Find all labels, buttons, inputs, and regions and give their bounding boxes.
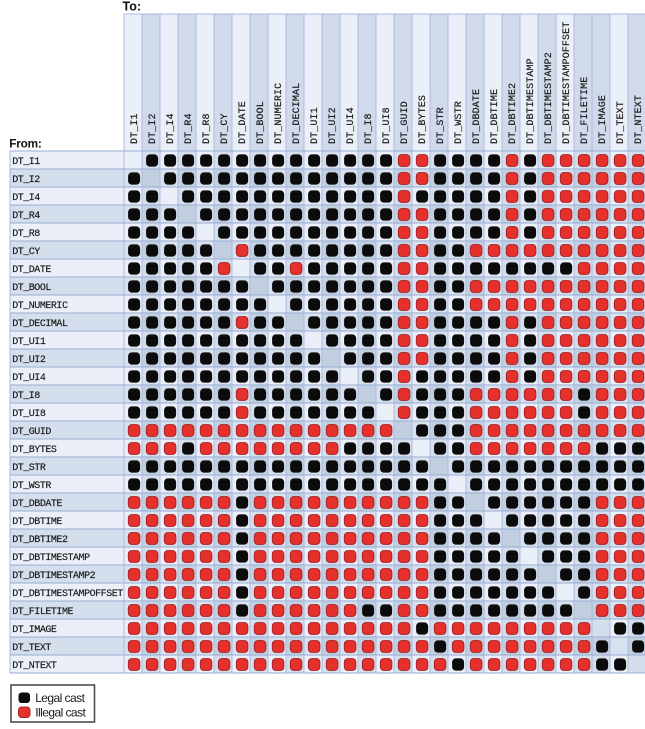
- svg-text:DT_DECIMAL: DT_DECIMAL: [292, 83, 303, 144]
- svg-text:DT_BOOL: DT_BOOL: [12, 283, 51, 294]
- svg-text:Illegal cast: Illegal cast: [35, 706, 86, 720]
- svg-text:To:: To:: [123, 0, 142, 14]
- svg-text:DT_DBTIMESTAMP2: DT_DBTIMESTAMP2: [12, 571, 95, 582]
- svg-text:DT_NTEXT: DT_NTEXT: [634, 95, 645, 144]
- svg-text:DT_DATE: DT_DATE: [12, 265, 51, 276]
- svg-text:DT_UI2: DT_UI2: [12, 355, 46, 366]
- svg-text:DT_IMAGE: DT_IMAGE: [598, 95, 609, 144]
- svg-text:DT_IMAGE: DT_IMAGE: [12, 625, 57, 636]
- svg-text:DT_DECIMAL: DT_DECIMAL: [12, 319, 68, 330]
- svg-text:DT_DBDATE: DT_DBDATE: [12, 499, 62, 510]
- svg-text:DT_UI4: DT_UI4: [346, 107, 357, 144]
- svg-text:DT_CY: DT_CY: [12, 247, 40, 258]
- svg-text:From:: From:: [9, 137, 41, 151]
- svg-text:DT_DBTIME2: DT_DBTIME2: [12, 535, 68, 546]
- svg-text:DT_UI8: DT_UI8: [12, 409, 46, 420]
- svg-text:DT_FILETIME: DT_FILETIME: [12, 607, 73, 618]
- svg-text:DT_GUID: DT_GUID: [400, 101, 411, 144]
- svg-text:DT_DBTIMESTAMP: DT_DBTIMESTAMP: [12, 553, 90, 564]
- svg-text:DT_NUMERIC: DT_NUMERIC: [12, 301, 68, 312]
- svg-text:DT_GUID: DT_GUID: [12, 427, 51, 438]
- svg-text:DT_I1: DT_I1: [12, 157, 40, 168]
- svg-text:DT_I2: DT_I2: [12, 175, 40, 186]
- svg-text:DT_NUMERIC: DT_NUMERIC: [274, 83, 285, 144]
- svg-text:DT_STR: DT_STR: [436, 107, 447, 144]
- svg-text:DT_STR: DT_STR: [12, 463, 46, 474]
- svg-text:Legal cast: Legal cast: [35, 691, 85, 705]
- svg-text:DT_R4: DT_R4: [12, 211, 40, 222]
- svg-text:DT_UI8: DT_UI8: [382, 107, 393, 144]
- svg-text:DT_DBTIMESTAMP2: DT_DBTIMESTAMP2: [544, 52, 555, 144]
- svg-text:DT_DBDATE: DT_DBDATE: [472, 89, 483, 144]
- svg-text:DT_CY: DT_CY: [220, 113, 231, 144]
- svg-text:DT_DBTIME: DT_DBTIME: [490, 89, 501, 144]
- svg-text:DT_DATE: DT_DATE: [238, 101, 249, 144]
- svg-text:DT_TEXT: DT_TEXT: [616, 101, 627, 144]
- svg-text:DT_UI1: DT_UI1: [12, 337, 46, 348]
- svg-text:DT_I8: DT_I8: [12, 391, 40, 402]
- svg-text:DT_NTEXT: DT_NTEXT: [12, 661, 57, 672]
- svg-text:DT_UI4: DT_UI4: [12, 373, 46, 384]
- svg-text:DT_DBTIMESTAMPOFFSET: DT_DBTIMESTAMPOFFSET: [562, 22, 573, 144]
- svg-text:DT_UI2: DT_UI2: [328, 107, 339, 144]
- svg-text:DT_WSTR: DT_WSTR: [454, 101, 465, 144]
- svg-text:DT_R8: DT_R8: [12, 229, 40, 240]
- svg-text:DT_I1: DT_I1: [130, 113, 141, 144]
- svg-text:DT_R8: DT_R8: [202, 113, 213, 144]
- svg-text:DT_DBTIMESTAMPOFFSET: DT_DBTIMESTAMPOFFSET: [12, 589, 123, 600]
- svg-text:DT_I2: DT_I2: [148, 113, 159, 144]
- svg-text:DT_DBTIMESTAMP: DT_DBTIMESTAMP: [526, 58, 537, 144]
- svg-text:DT_FILETIME: DT_FILETIME: [580, 77, 591, 144]
- svg-text:DT_BYTES: DT_BYTES: [12, 445, 57, 456]
- svg-text:DT_I4: DT_I4: [12, 193, 40, 204]
- svg-text:DT_WSTR: DT_WSTR: [12, 481, 51, 492]
- svg-text:DT_DBTIME2: DT_DBTIME2: [508, 83, 519, 144]
- svg-text:DT_TEXT: DT_TEXT: [12, 643, 51, 654]
- svg-text:DT_BOOL: DT_BOOL: [256, 101, 267, 144]
- svg-text:DT_BYTES: DT_BYTES: [418, 95, 429, 144]
- svg-text:DT_DBTIME: DT_DBTIME: [12, 517, 62, 528]
- svg-text:DT_R4: DT_R4: [184, 113, 195, 144]
- svg-text:DT_UI1: DT_UI1: [310, 107, 321, 144]
- svg-text:DT_I8: DT_I8: [364, 113, 375, 144]
- svg-text:DT_I4: DT_I4: [166, 113, 177, 144]
